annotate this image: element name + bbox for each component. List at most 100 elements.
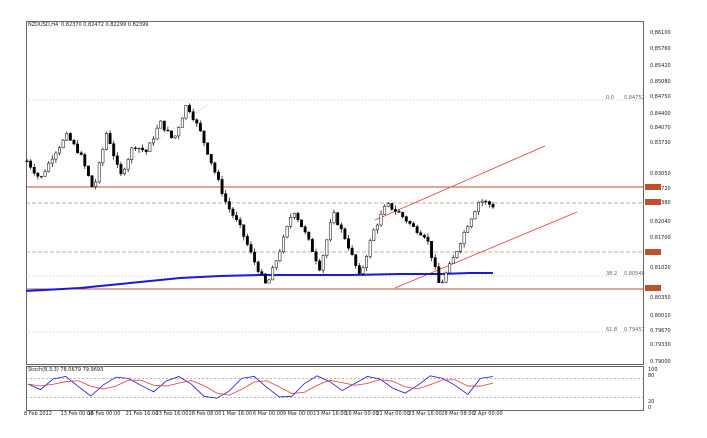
candle-body — [50, 158, 54, 164]
stoch-level-100: 100 — [648, 367, 658, 373]
price-tag-lower — [645, 285, 661, 291]
candle-body — [318, 260, 322, 271]
time-axis-label: 13 Feb 00:00 — [60, 411, 94, 417]
candle-body — [184, 105, 188, 119]
candle-body — [242, 224, 246, 237]
candle-body — [126, 159, 130, 170]
candle-body — [462, 232, 466, 245]
candle-body — [484, 200, 488, 203]
candle-body — [325, 239, 329, 256]
candle-body — [151, 138, 155, 144]
candle-body — [354, 254, 358, 266]
candle-body — [480, 200, 484, 203]
fib-ratio-0: 0.0 — [606, 95, 614, 101]
price-tag-current — [645, 199, 661, 205]
price-axis-label: 0.81700 — [650, 235, 671, 241]
price-axis-label: 0.81020 — [650, 265, 671, 271]
candle-body — [141, 147, 145, 151]
candle-body — [285, 225, 289, 238]
candle-body — [314, 251, 318, 262]
price-axis-label: 0.86100 — [650, 30, 671, 36]
candle-body — [36, 172, 40, 177]
stochastic-panel[interactable] — [26, 366, 644, 411]
candle-body — [202, 130, 206, 144]
candle-body — [224, 193, 228, 202]
candle-body — [267, 279, 271, 284]
price-axis-label: 0.84750 — [650, 94, 671, 100]
candle-body — [394, 209, 397, 212]
candle-body — [217, 171, 220, 180]
candle-body — [191, 111, 195, 120]
candle-body — [448, 263, 452, 274]
time-axis-label: 28 Feb 08:00 — [188, 411, 222, 417]
fib-price-0: 0.84752 — [624, 95, 645, 101]
price-axis-label: 0.80350 — [650, 295, 671, 301]
channel-upper-line — [374, 145, 546, 221]
candle-body — [47, 162, 51, 172]
candle-body — [430, 240, 434, 258]
candle-body — [68, 133, 72, 141]
candle-body — [473, 211, 477, 220]
candle-body — [227, 201, 231, 210]
time-axis-label: 9 Mar 00:00 — [282, 411, 314, 417]
candle-body — [155, 127, 159, 140]
candle-body — [173, 135, 177, 138]
candle-body — [166, 129, 170, 132]
stoch-signal-line — [27, 379, 494, 396]
candle-body — [79, 152, 83, 155]
price-axis-label: 0.82040 — [650, 219, 671, 225]
candle-body — [72, 139, 76, 145]
stoch-main-line — [27, 375, 494, 399]
candle-body — [180, 117, 184, 128]
candle-body — [307, 231, 311, 240]
candle-body — [115, 155, 119, 165]
price-tag-upper — [645, 184, 661, 190]
candle-body — [105, 133, 108, 150]
candle-body — [83, 154, 87, 167]
candle-body — [177, 127, 181, 137]
candle-body — [29, 160, 33, 168]
candle-body — [32, 167, 36, 174]
time-axis-label: 1 Mar 16:00 — [221, 411, 253, 417]
candle-body — [260, 271, 264, 275]
candle-body — [65, 133, 69, 141]
main-chart-panel[interactable] — [26, 21, 644, 365]
candle-body — [235, 215, 238, 220]
stoch-level-20: 20 — [648, 399, 655, 405]
fib-ratio-38: 38.2 — [606, 271, 618, 277]
candle-body — [148, 142, 152, 152]
time-axis-label: 2 Apr 00:00 — [473, 411, 503, 417]
stoch-level-0: 0 — [648, 405, 652, 411]
candle-body — [39, 175, 43, 178]
candle-body — [54, 152, 58, 160]
candle-body — [372, 229, 376, 241]
time-axis-label: 13 Mar 16:00 — [313, 411, 347, 417]
candle-body — [336, 212, 340, 226]
candle-body — [292, 213, 296, 218]
candle-body — [404, 216, 408, 222]
candle-body — [357, 265, 361, 274]
candle-body — [332, 212, 336, 224]
candle-body — [271, 267, 275, 281]
candle-body — [487, 201, 491, 205]
candle-body — [206, 142, 210, 155]
candle-body — [361, 267, 365, 274]
candle-body — [455, 251, 459, 258]
time-axis-label: 23 Feb 16:00 — [155, 411, 189, 417]
stoch-label: Stoch(8,3,3) 78.0679 79.9693 — [28, 367, 104, 373]
candle-body — [365, 256, 369, 268]
price-axis-label: 0.79000 — [650, 359, 671, 365]
candle-body — [249, 244, 253, 253]
stoch-level-80: 80 — [648, 373, 655, 379]
candle-body — [256, 261, 260, 272]
candle-body — [469, 218, 473, 227]
time-axis-label: 21 Mar 00:00 — [376, 411, 410, 417]
fib-price-61: 0.79457 — [624, 327, 645, 333]
candle-body — [466, 226, 470, 233]
candle-body — [401, 212, 405, 217]
ohlc-readout: 0.82370 0.82472 0.82299 0.82399 — [61, 22, 149, 28]
candle-body — [368, 240, 372, 257]
candle-body — [426, 236, 430, 242]
candle-body — [220, 179, 224, 194]
